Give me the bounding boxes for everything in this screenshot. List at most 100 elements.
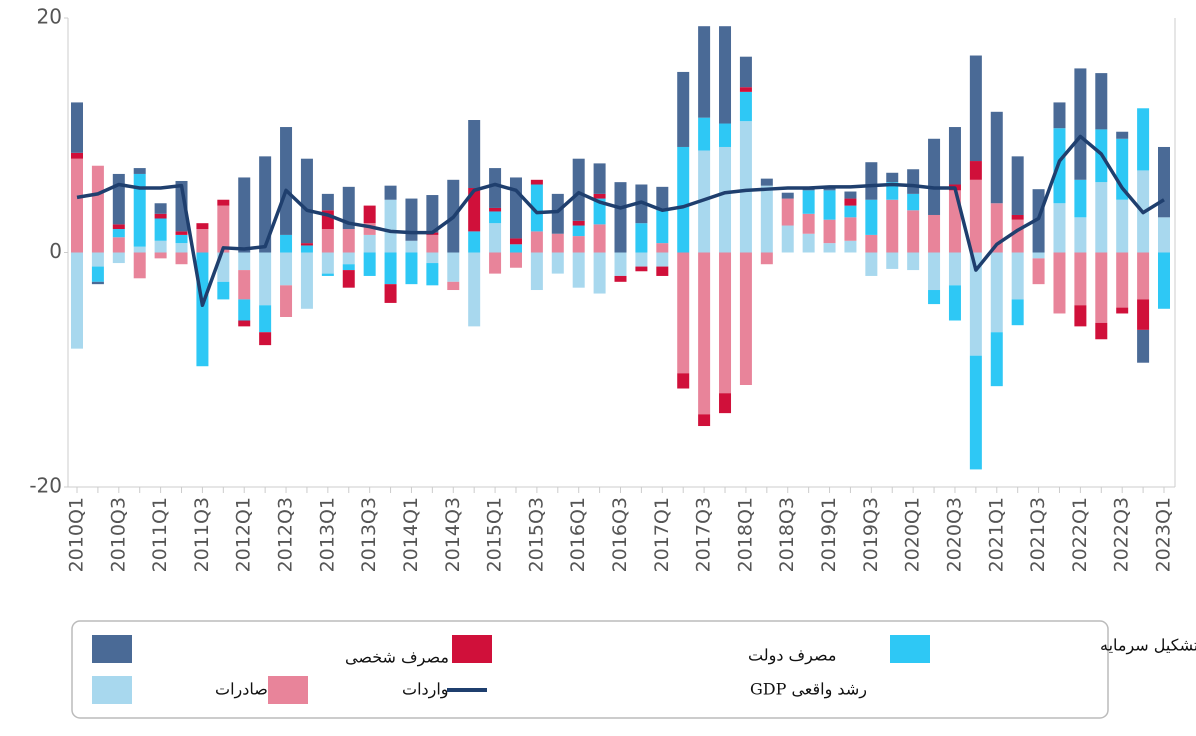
bar <box>677 252 690 374</box>
bar <box>1074 217 1087 253</box>
x-tick-label: 2020Q1 <box>902 497 924 572</box>
bar <box>698 252 711 415</box>
legend-label: صادرات <box>215 680 268 699</box>
bar <box>363 252 376 276</box>
bar <box>635 252 648 267</box>
bar <box>844 198 857 206</box>
x-tick-label: 2010Q1 <box>66 497 88 572</box>
x-tick-label: 2019Q1 <box>818 497 840 572</box>
bar <box>280 127 293 235</box>
x-tick-label: 2011Q3 <box>191 497 213 572</box>
legend-swatch <box>890 635 930 663</box>
bar <box>217 281 230 300</box>
bar <box>760 252 773 265</box>
bar <box>342 252 355 265</box>
bar <box>1137 108 1150 171</box>
bar <box>530 179 543 185</box>
bar <box>593 198 606 225</box>
bar <box>614 275 627 282</box>
bar <box>1011 252 1024 300</box>
bar <box>1137 329 1150 363</box>
bar <box>907 210 920 253</box>
bar <box>1032 258 1045 285</box>
bar <box>426 263 439 286</box>
bar <box>844 205 857 218</box>
bar <box>384 252 397 285</box>
bar <box>530 231 543 253</box>
bar <box>489 207 502 212</box>
bar <box>990 111 1003 204</box>
x-tick-label: 2017Q1 <box>651 497 673 572</box>
bar <box>1053 203 1066 253</box>
bar <box>384 199 397 253</box>
bar <box>280 285 293 317</box>
bar <box>259 332 272 346</box>
bar <box>321 193 334 211</box>
bar <box>217 199 230 206</box>
bar <box>823 243 836 253</box>
bar <box>154 213 167 219</box>
bar <box>1011 156 1024 215</box>
x-tick-label: 2013Q3 <box>358 497 380 572</box>
bar <box>300 245 313 253</box>
bar <box>1137 252 1150 300</box>
x-tick-label: 2017Q3 <box>693 497 715 572</box>
x-tick-label: 2020Q3 <box>943 497 965 572</box>
x-tick-label: 2012Q1 <box>233 497 255 572</box>
bar <box>907 169 920 194</box>
bar <box>572 252 585 288</box>
bar <box>489 168 502 208</box>
bar <box>509 252 522 268</box>
bar <box>698 26 711 118</box>
bar <box>426 234 439 253</box>
bar <box>196 223 209 230</box>
bar <box>635 223 648 253</box>
bar <box>1074 68 1087 180</box>
bar <box>91 266 104 282</box>
bar <box>802 190 815 214</box>
bar <box>802 213 815 234</box>
bar <box>133 252 146 279</box>
bar <box>175 243 188 253</box>
legend-label: مصرف شخصی <box>345 648 449 667</box>
bar <box>238 299 251 321</box>
bar <box>1158 217 1170 253</box>
bar <box>865 252 878 276</box>
x-tick-label: 2021Q1 <box>985 497 1007 572</box>
bar <box>238 320 251 327</box>
bar <box>823 186 836 191</box>
bar <box>781 198 794 226</box>
bar <box>948 127 961 185</box>
bar <box>363 234 376 253</box>
bar <box>509 244 522 253</box>
bar <box>1032 252 1045 259</box>
x-tick-label: 2019Q3 <box>860 497 882 572</box>
bar <box>551 193 564 234</box>
bar <box>969 161 982 180</box>
bar <box>405 198 418 241</box>
bar <box>300 252 313 309</box>
bar <box>677 146 690 253</box>
legend-label: رشد واقعی GDP <box>750 680 867 699</box>
bar <box>1011 214 1024 220</box>
bar <box>1137 299 1150 330</box>
line <box>76 134 1165 308</box>
bar <box>969 55 982 162</box>
bar <box>259 156 272 253</box>
bar <box>238 177 251 253</box>
bar <box>614 182 627 253</box>
bar <box>656 186 669 211</box>
bar <box>572 220 585 226</box>
bar <box>593 224 606 253</box>
bar <box>154 240 167 253</box>
bar <box>426 252 439 264</box>
bar <box>969 252 982 356</box>
bar <box>71 152 83 159</box>
bar <box>1095 252 1108 323</box>
bar <box>865 162 878 200</box>
bar <box>844 217 857 241</box>
bar <box>342 270 355 288</box>
bar <box>572 236 585 253</box>
x-tick-label: 2021Q3 <box>1027 497 1049 572</box>
x-tick-label: 2014Q3 <box>442 497 464 572</box>
